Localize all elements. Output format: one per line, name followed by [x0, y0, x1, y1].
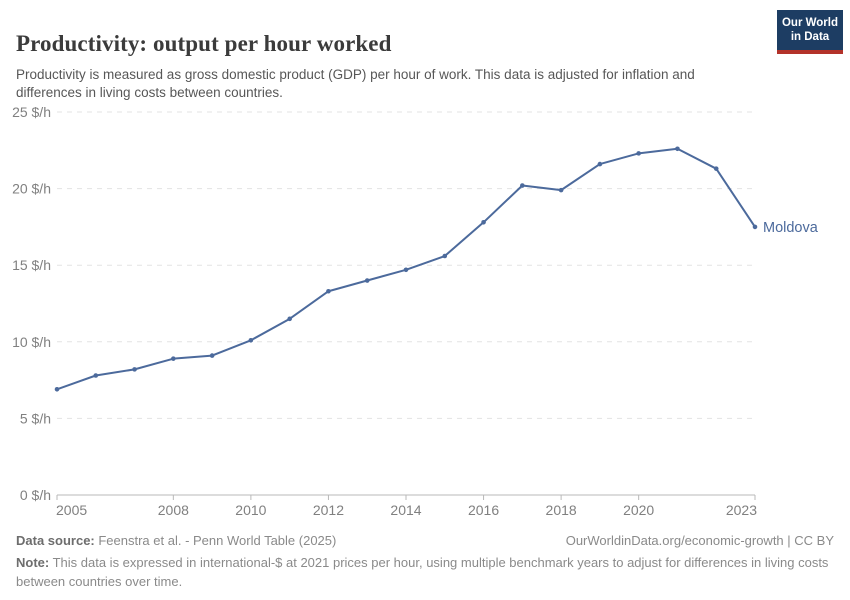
x-axis-tick-label: 2020 — [623, 502, 654, 518]
chart-subtitle: Productivity is measured as gross domest… — [16, 66, 695, 101]
data-point[interactable] — [364, 278, 370, 283]
page-title: Productivity: output per hour worked — [16, 31, 392, 57]
line-chart-svg: 0 $/h 5 $/h 10 $/h 15 $/h 20 $/h 25 $/h 2005 20… — [12, 104, 819, 518]
note-label: Note: — [16, 554, 50, 570]
data-point[interactable] — [442, 253, 448, 259]
data-point[interactable] — [209, 353, 215, 358]
note-text: This data is expressed in international-… — [16, 554, 829, 589]
data-point[interactable] — [54, 386, 60, 392]
x-axis-tick-label: 2018 — [546, 502, 577, 518]
owid-logo-line2: in Data — [790, 31, 830, 44]
data-source-text: Feenstra et al. - Penn World Table (2025… — [94, 533, 337, 548]
line-chart: 0 $/h 5 $/h 10 $/h 15 $/h 20 $/h 25 $/h 2005 20… — [0, 100, 850, 525]
data-point[interactable] — [171, 356, 176, 361]
data-source: Data source: Feenstra et al. - Penn Worl… — [16, 532, 336, 551]
x-axis-tick-label: 2023 — [726, 502, 757, 518]
owid-citation-link[interactable]: OurWorldinData.org/economic-growth | CC … — [565, 533, 834, 548]
data-point[interactable] — [636, 151, 641, 156]
x-axis-tick-label: 2008 — [158, 502, 189, 518]
data-point[interactable] — [481, 220, 486, 225]
owid-logo[interactable]: Our World in Data — [777, 10, 843, 54]
series-label[interactable]: Moldova — [763, 220, 819, 236]
data-point[interactable] — [675, 146, 680, 152]
data-point[interactable] — [752, 224, 758, 230]
chart-footer: Data source: Feenstra et al. - Penn Worl… — [16, 532, 834, 592]
data-point[interactable] — [558, 187, 564, 193]
x-axis-tick-label: 2016 — [468, 502, 499, 518]
data-point[interactable] — [520, 183, 525, 188]
x-axis-tick-label: 2005 — [56, 502, 87, 518]
data-point[interactable] — [713, 166, 719, 171]
y-axis-tick-label: 15 $/h — [12, 257, 51, 273]
y-axis-tick-label: 0 $/h — [20, 487, 51, 503]
data-source-label: Data source: — [16, 533, 95, 548]
y-axis-tick-label: 25 $/h — [12, 104, 51, 120]
data-point[interactable] — [403, 267, 409, 273]
data-point[interactable] — [132, 367, 137, 372]
data-point[interactable] — [597, 161, 603, 167]
x-axis-tick-label: 2010 — [235, 502, 266, 518]
x-axis-tick-label: 2014 — [390, 502, 421, 518]
data-point[interactable] — [287, 316, 292, 322]
y-axis-tick-label: 10 $/h — [12, 334, 51, 350]
y-axis-tick-label: 20 $/h — [12, 181, 51, 197]
x-axis-tick-label: 2012 — [313, 502, 344, 518]
chart-note: Note: This data is expressed in internat… — [16, 554, 834, 592]
data-point[interactable] — [93, 373, 99, 378]
y-axis-tick-label: 5 $/h — [20, 410, 51, 426]
data-point[interactable] — [326, 288, 331, 294]
data-point[interactable] — [248, 337, 254, 343]
owid-logo-line1: Our World — [781, 17, 838, 29]
